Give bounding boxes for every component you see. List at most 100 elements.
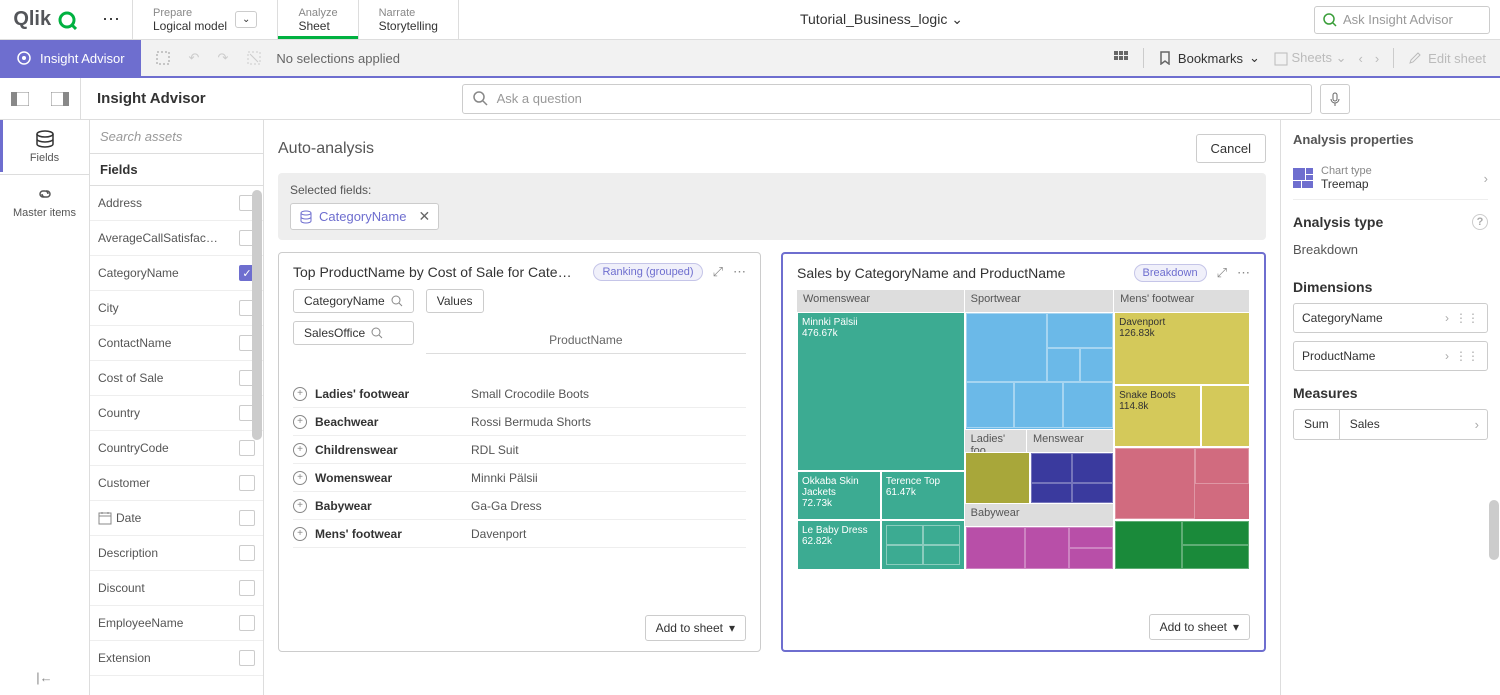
field-row[interactable]: Cost of Sale [90,361,263,396]
field-row[interactable]: Description [90,536,263,571]
lasso-icon[interactable] [155,50,171,67]
tm-block-sportwear[interactable] [965,312,1114,430]
chevron-down-icon[interactable]: ⌄ [235,11,257,28]
field-checkbox[interactable] [239,510,255,526]
dimension-productname[interactable]: ProductName›⋮⋮ [1293,341,1488,371]
tm-block-lebaby[interactable]: Le Baby Dress62.82k [797,520,881,570]
scrollbar-thumb[interactable] [1489,500,1499,560]
app-menu-icon[interactable]: ⋯ [90,9,132,30]
expand-icon[interactable]: ⤢ [1217,265,1227,281]
tm-block-pink[interactable] [1114,447,1250,520]
sheets-dropdown[interactable]: Sheets ⌄ [1274,50,1347,66]
help-icon[interactable]: ? [1472,214,1488,230]
microphone-button[interactable] [1320,84,1350,114]
expand-icon[interactable]: ⤢ [713,264,723,280]
app-title[interactable]: Tutorial_Business_logic ⌄ [459,11,1304,28]
field-checkbox[interactable] [239,580,255,596]
tm-block-minnki[interactable]: Minnki Pälsii476.67k [797,312,965,471]
chip-remove-icon[interactable]: ✕ [418,208,430,225]
expand-row-icon[interactable]: + [293,527,307,541]
field-row[interactable]: ContactName [90,326,263,361]
cancel-button[interactable]: Cancel [1196,134,1266,163]
field-row[interactable]: Discount [90,571,263,606]
selected-field-chip[interactable]: CategoryName ✕ [290,203,439,230]
rank-row[interactable]: +WomenswearMinnki Pälsii [293,464,746,492]
field-row[interactable]: Date [90,501,263,536]
tm-block-babywear[interactable] [965,526,1114,570]
expand-row-icon[interactable]: + [293,471,307,485]
step-forward-icon[interactable]: ↷ [217,50,228,66]
tm-block-ladies[interactable] [965,452,1030,505]
bookmarks-dropdown[interactable]: Bookmarks ⌄ [1158,50,1260,66]
drag-icon[interactable]: ⋮⋮ [1455,311,1479,325]
expand-row-icon[interactable]: + [293,415,307,429]
chart-type-row[interactable]: Chart type Treemap › [1293,157,1488,200]
selected-fields-label: Selected fields: [290,183,1254,197]
tm-block-yellow-small[interactable] [1201,385,1250,448]
rank-row[interactable]: +BabywearGa-Ga Dress [293,492,746,520]
field-checkbox[interactable] [239,650,255,666]
field-checkbox[interactable] [239,440,255,456]
field-row[interactable]: Extension [90,641,263,676]
card-treemap[interactable]: Sales by CategoryName and ProductName Br… [781,252,1266,652]
next-sheet-icon[interactable]: › [1375,51,1379,66]
add-to-sheet-button[interactable]: Add to sheet ▾ [645,615,746,641]
field-checkbox[interactable] [239,615,255,631]
tm-block-davenport[interactable]: Davenport126.83k [1114,312,1250,385]
search-assets-input[interactable]: Search assets [90,120,263,154]
tm-block-green[interactable] [1114,520,1250,570]
left-panel-toggle[interactable] [0,78,40,119]
tab-prepare[interactable]: Prepare Logical model ⌄ [132,0,277,39]
field-row[interactable]: AverageCallSatisfac… [90,221,263,256]
prev-sheet-icon[interactable]: ‹ [1358,51,1362,66]
rank-row[interactable]: +BeachwearRossi Bermuda Shorts [293,408,746,436]
grid-icon[interactable] [1113,50,1129,67]
tm-header-womenswear: Womenswear [797,290,965,312]
edit-sheet-button[interactable]: Edit sheet [1408,51,1486,66]
field-row[interactable]: EmployeeName [90,606,263,641]
pill-salesoffice[interactable]: SalesOffice [293,321,414,345]
tm-block-small[interactable] [881,520,965,570]
tm-block-terence[interactable]: Terence Top61.47k [881,471,965,521]
insight-search[interactable]: Ask Insight Advisor [1314,6,1490,34]
field-row[interactable]: Customer [90,466,263,501]
ask-question-input[interactable]: Ask a question [462,84,1312,114]
collapse-rail-icon[interactable]: |← [26,660,62,695]
more-icon[interactable]: ⋯ [1237,265,1250,281]
dimension-categoryname[interactable]: CategoryName›⋮⋮ [1293,303,1488,333]
expand-row-icon[interactable]: + [293,499,307,513]
tm-block-snake[interactable]: Snake Boots114.8k [1114,385,1201,448]
rank-row[interactable]: +Ladies' footwearSmall Crocodile Boots [293,380,746,408]
treemap-chart[interactable]: Womenswear Minnki Pälsii476.67k Okkaba S… [797,290,1250,570]
insight-advisor-button[interactable]: Insight Advisor [0,40,141,76]
measure-sales[interactable]: Sum Sales › [1293,409,1488,440]
field-row[interactable]: CategoryName✓ [90,256,263,291]
pill-categoryname[interactable]: CategoryName [293,289,414,313]
step-back-icon[interactable]: ↶ [189,50,200,66]
tab-narrate[interactable]: Narrate Storytelling [358,0,459,39]
scrollbar-thumb[interactable] [252,190,262,440]
clear-selections-icon[interactable] [246,50,262,67]
tm-header-ladies: Ladies' foo… [965,430,1027,452]
drag-icon[interactable]: ⋮⋮ [1455,349,1479,363]
add-to-sheet-button[interactable]: Add to sheet ▾ [1149,614,1250,640]
more-icon[interactable]: ⋯ [733,264,746,280]
field-checkbox[interactable] [239,545,255,561]
rank-row[interactable]: +Mens' footwearDavenport [293,520,746,548]
right-panel-toggle[interactable] [40,78,80,119]
field-row[interactable]: CountryCode [90,431,263,466]
expand-row-icon[interactable]: + [293,443,307,457]
tm-block-okkaba[interactable]: Okkaba Skin Jackets72.73k [797,471,881,521]
analysis-type-label: Analysis type [1293,214,1383,230]
field-checkbox[interactable] [239,475,255,491]
rail-master-items[interactable]: Master items [0,175,89,230]
qlik-logo[interactable]: Qlik [0,8,90,31]
tab-analyze[interactable]: Analyze Sheet [277,0,357,39]
rail-fields[interactable]: Fields [0,120,89,175]
tm-block-menswear[interactable] [1030,452,1114,505]
field-row[interactable]: Country [90,396,263,431]
expand-row-icon[interactable]: + [293,387,307,401]
field-row[interactable]: Address [90,186,263,221]
field-row[interactable]: City [90,291,263,326]
rank-row[interactable]: +ChildrenswearRDL Suit [293,436,746,464]
